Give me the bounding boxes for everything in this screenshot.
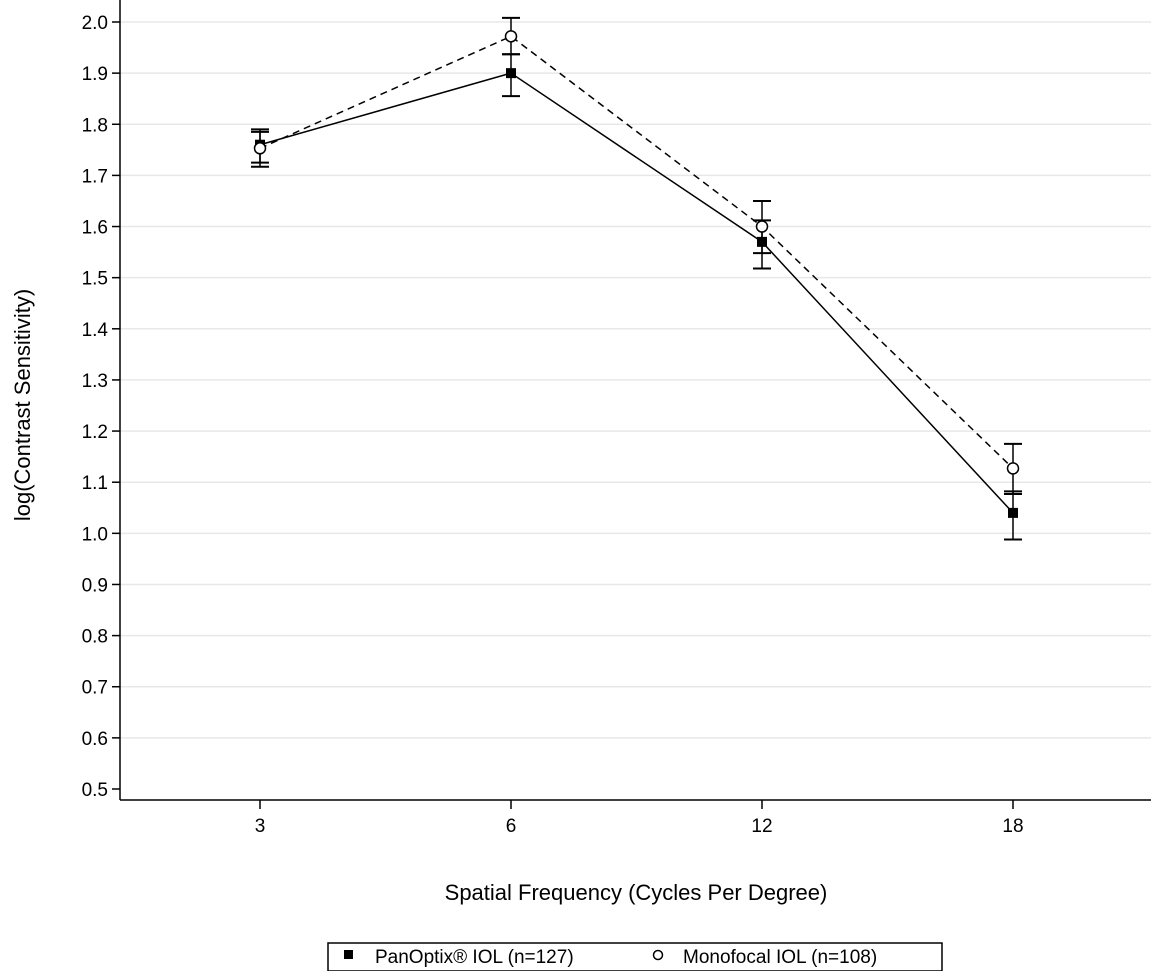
data-point: [1008, 507, 1018, 518]
y-tick-label: 1.3: [82, 371, 108, 392]
y-axis-title: log(Contrast Sensitivity): [10, 289, 35, 521]
y-tick-label: 1.1: [82, 473, 108, 494]
y-tick-label: 1.8: [82, 115, 108, 136]
x-tick-label: 6: [506, 816, 517, 837]
x-tick-label: 3: [255, 816, 266, 837]
y-tick-label: 0.9: [82, 575, 108, 596]
x-tick-label: 12: [751, 816, 772, 837]
legend-marker-panoptix: [344, 950, 353, 959]
series-line: [259, 72, 1014, 514]
y-tick-label: 1.2: [82, 422, 108, 443]
legend-marker-monofocal: [652, 949, 664, 961]
y-tick-label: 1.9: [82, 64, 108, 85]
y-tick-label: 1.4: [82, 320, 109, 341]
series-monofocal: [251, 16, 1022, 495]
legend: PanOptix® IOL (n=127) Monofocal IOL (n=1…: [327, 942, 943, 971]
y-tick-label: 0.8: [82, 627, 108, 648]
grid-lines: [120, 21, 1151, 739]
x-axis-title: Spatial Frequency (Cycles Per Degree): [445, 880, 828, 905]
data-point: [504, 30, 518, 43]
legend-label-panoptix: PanOptix® IOL (n=127): [375, 947, 574, 968]
y-tick-label: 1.5: [82, 269, 108, 290]
y-tick-label: 0.7: [82, 678, 108, 699]
data-point: [1006, 462, 1020, 475]
data-point: [253, 142, 267, 155]
y-tick-label: 0.5: [82, 780, 108, 801]
legend-box: [327, 942, 943, 971]
data-point: [755, 220, 769, 233]
x-tick-label: 18: [1002, 816, 1023, 837]
y-tick-label: 1.7: [82, 166, 108, 187]
series-panoptix: [251, 53, 1022, 541]
y-tick-label: 0.6: [82, 729, 108, 750]
axes: 0.5 0.6 0.7 0.8 0.9 1.0 1.1 1.2 1.3 1.4 1.5 1.6 1.7 1…: [82, 0, 1151, 837]
y-tick-label: 1.6: [82, 218, 108, 239]
data-point: [506, 68, 516, 79]
y-tick-label: 2.0: [82, 13, 108, 34]
series-layer: [251, 16, 1022, 541]
y-tick-label: 1.0: [82, 524, 108, 545]
legend-label-monofocal: Monofocal IOL (n=108): [683, 947, 877, 968]
series-line: [259, 35, 1014, 469]
